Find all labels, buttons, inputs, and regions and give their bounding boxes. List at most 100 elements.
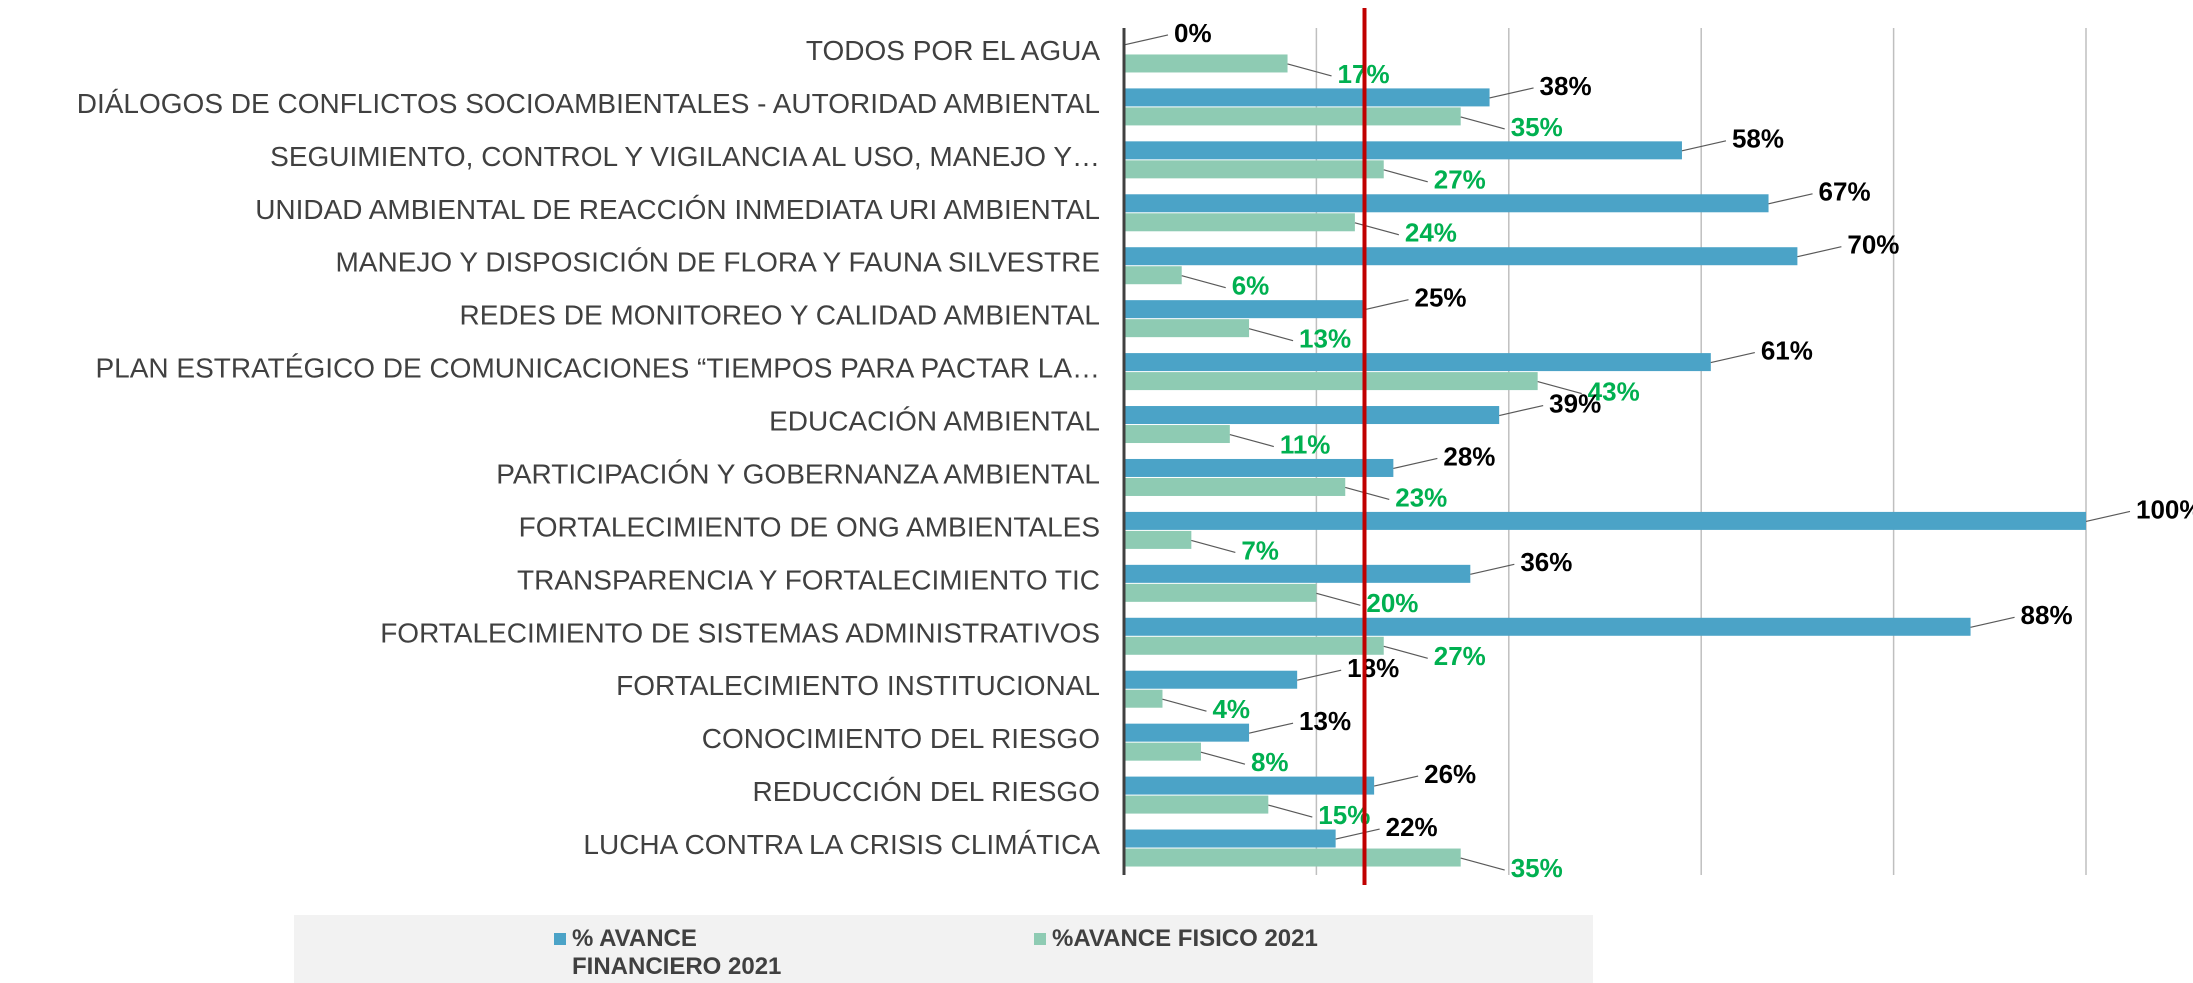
bar — [1124, 636, 1384, 655]
bar — [1124, 848, 1461, 867]
data-label: 61% — [1761, 335, 1813, 365]
bar — [1124, 266, 1182, 285]
data-label: 6% — [1232, 271, 1270, 301]
category-label: EDUCACIÓN AMBIENTAL — [769, 406, 1100, 437]
category-label: LUCHA CONTRA LA CRISIS CLIMÁTICA — [583, 829, 1100, 860]
bar — [1124, 583, 1317, 602]
category-label: CONOCIMIENTO DEL RIESGO — [702, 723, 1100, 754]
legend: % AVANCE FINANCIERO 2021 %AVANCE FISICO 2… — [294, 915, 1593, 983]
bar — [1124, 511, 2086, 530]
category-label: UNIDAD AMBIENTAL DE REACCIÓN INMEDIATA U… — [255, 194, 1100, 225]
bar — [1124, 194, 1769, 213]
data-label: 20% — [1366, 588, 1418, 618]
leader-line — [1335, 828, 1380, 840]
leader-line — [1248, 328, 1294, 342]
data-label: 26% — [1424, 759, 1476, 789]
bar — [1124, 477, 1346, 496]
leader-line — [1181, 275, 1226, 289]
data-label: 38% — [1540, 71, 1592, 101]
legend-item: %AVANCE FISICO 2021 — [1034, 925, 1452, 953]
leader-line — [1316, 592, 1361, 606]
data-label: 27% — [1434, 641, 1486, 671]
data-label: 36% — [1520, 547, 1572, 577]
bar — [1124, 425, 1230, 444]
bar — [1124, 300, 1365, 319]
category-label: FORTALECIMIENTO INSTITUCIONAL — [616, 670, 1100, 701]
data-label: 11% — [1280, 429, 1331, 459]
leader-line — [1470, 563, 1515, 575]
leader-line — [1489, 87, 1534, 99]
bar — [1124, 160, 1384, 179]
category-label: REDES DE MONITOREO Y CALIDAD AMBIENTAL — [459, 300, 1100, 331]
legend-swatch — [1034, 933, 1046, 945]
data-label: 23% — [1395, 482, 1447, 512]
data-label: 22% — [1386, 812, 1438, 842]
category-label: FORTALECIMIENTO DE ONG AMBIENTALES — [519, 511, 1100, 542]
data-label: 58% — [1732, 124, 1784, 154]
leader-line — [2085, 510, 2131, 522]
data-label: 70% — [1847, 230, 1899, 260]
leader-line — [1364, 299, 1409, 311]
leader-line — [1162, 698, 1207, 712]
leader-line — [1460, 116, 1505, 130]
data-label: 13% — [1299, 706, 1351, 736]
data-label: 4% — [1212, 694, 1250, 724]
leader-line — [1287, 63, 1332, 77]
bar — [1124, 406, 1500, 425]
leader-line — [1499, 404, 1544, 417]
bar — [1124, 723, 1250, 742]
data-label: 7% — [1241, 535, 1279, 565]
data-label: 8% — [1251, 747, 1289, 777]
leader-line — [1383, 645, 1428, 659]
bar — [1124, 141, 1682, 160]
leader-line — [1710, 352, 1755, 364]
bar — [1124, 458, 1394, 477]
legend-item: % AVANCE FINANCIERO 2021 — [554, 925, 802, 981]
data-label: 39% — [1549, 388, 1601, 418]
leader-line — [1970, 616, 2015, 628]
leader-line — [1373, 775, 1419, 787]
data-label: 27% — [1434, 165, 1486, 195]
data-label: 100% — [2136, 494, 2193, 524]
bar — [1124, 776, 1375, 795]
data-label: 67% — [1819, 177, 1871, 207]
bar — [1124, 742, 1201, 761]
leader-line — [1191, 539, 1236, 553]
leader-line — [1354, 222, 1400, 236]
bar — [1124, 107, 1461, 126]
category-label: PLAN ESTRATÉGICO DE COMUNICACIONES “TIEM… — [95, 353, 1100, 384]
data-label: 28% — [1443, 441, 1495, 471]
data-label: 43% — [1588, 376, 1640, 406]
category-label: REDUCCIÓN DEL RIESGO — [753, 776, 1100, 807]
data-label: 15% — [1318, 800, 1370, 830]
category-label: TODOS POR EL AGUA — [806, 35, 1100, 66]
leader-line — [1345, 486, 1390, 501]
data-label: 13% — [1299, 324, 1351, 354]
data-label: 35% — [1511, 112, 1563, 142]
leader-line — [1460, 857, 1505, 871]
bar — [1124, 88, 1490, 107]
bar — [1124, 353, 1711, 372]
data-label: 88% — [2021, 600, 2073, 630]
leader-line — [1248, 722, 1294, 734]
bar — [1124, 372, 1538, 391]
bar — [1124, 213, 1355, 232]
data-label: 0% — [1174, 18, 1212, 48]
leader-line — [1768, 193, 1813, 205]
category-label: MANEJO Y DISPOSICIÓN DE FLORA Y FAUNA SI… — [335, 247, 1100, 278]
data-label: 18% — [1347, 653, 1399, 683]
bar — [1124, 247, 1798, 266]
category-label: DIÁLOGOS DE CONFLICTOS SOCIOAMBIENTALES … — [77, 88, 1100, 119]
legend-swatch — [554, 933, 566, 945]
category-label: SEGUIMIENTO, CONTROL Y VIGILANCIA AL USO… — [270, 141, 1100, 172]
leader-line — [1200, 751, 1246, 765]
leader-line — [1383, 169, 1428, 183]
bar — [1124, 617, 1971, 636]
category-label: PARTICIPACIÓN Y GOBERNANZA AMBIENTAL — [496, 458, 1100, 489]
bar — [1124, 795, 1269, 814]
leader-line — [1123, 34, 1169, 46]
bar — [1124, 564, 1471, 583]
leader-line — [1393, 457, 1438, 470]
leader-line — [1537, 381, 1582, 395]
